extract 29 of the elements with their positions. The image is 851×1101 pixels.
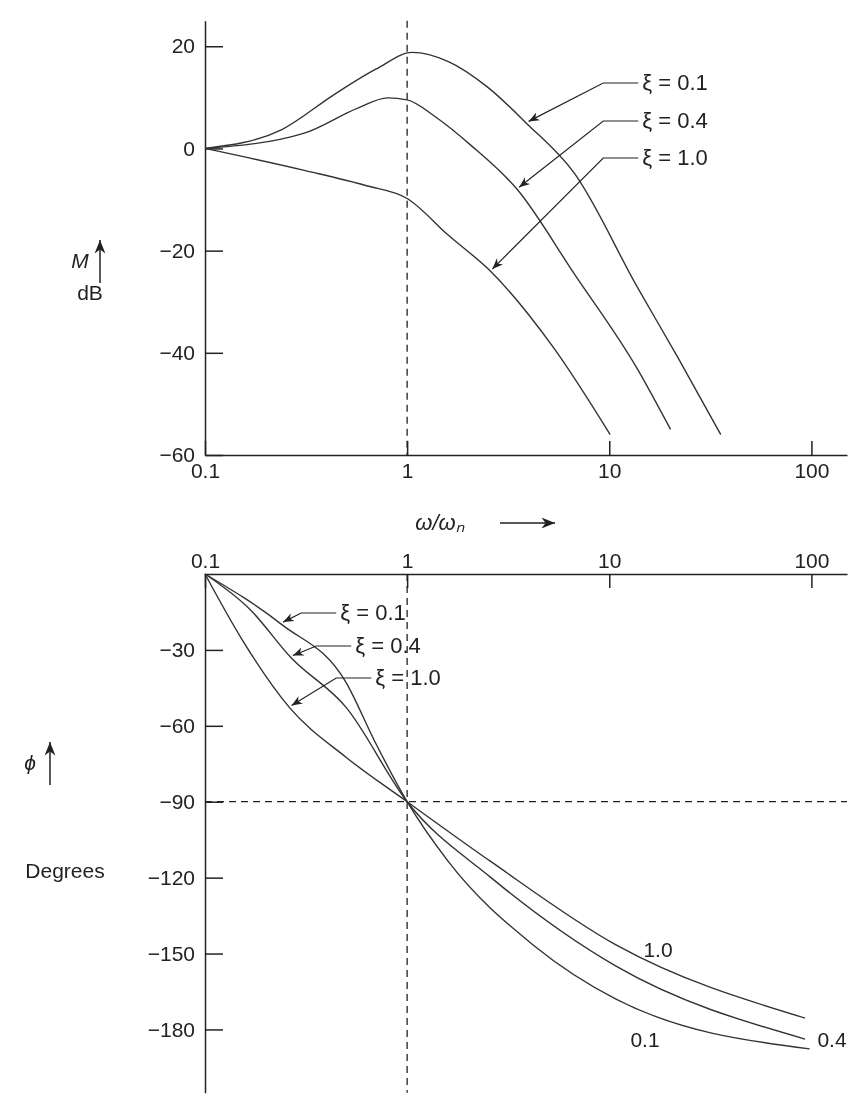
x-tick-label: 10 bbox=[598, 549, 622, 572]
x-tick-label: 1 bbox=[401, 549, 414, 572]
y-tick-label: −180 bbox=[147, 1017, 195, 1041]
annotation: 0.1 bbox=[630, 1028, 660, 1051]
x-tick-label: 10 bbox=[598, 458, 622, 482]
y-tick-label: −40 bbox=[159, 341, 195, 365]
annotation: 0.4 bbox=[817, 1028, 847, 1051]
y-axis-title: M dB bbox=[71, 249, 103, 304]
x-tick-label: 100 bbox=[794, 549, 830, 572]
text: ϕ Degrees bbox=[24, 751, 105, 882]
x-tick-label: 0.1 bbox=[190, 549, 221, 572]
annotation: ξ = 0.4 bbox=[355, 633, 421, 658]
y-tick-label: 20 bbox=[171, 34, 195, 58]
annotation: ξ = 1.0 bbox=[642, 145, 708, 170]
y-tick-label: −90 bbox=[159, 789, 195, 813]
y-tick-label: 0 bbox=[183, 136, 195, 160]
y-tick-label: −20 bbox=[159, 238, 195, 262]
annotation: ξ = 0.1 bbox=[642, 70, 708, 95]
x-tick-label: 1 bbox=[401, 458, 414, 482]
x-axis-title: ω/ωₙ bbox=[415, 510, 465, 535]
y-tick-label: −150 bbox=[147, 941, 195, 965]
y-tick-label: −120 bbox=[147, 865, 195, 889]
annotation: ξ = 0.4 bbox=[642, 108, 708, 133]
annotation: ξ = 1.0 bbox=[375, 665, 441, 690]
y-tick-label: −30 bbox=[159, 638, 195, 662]
annotation: ξ = 0.1 bbox=[340, 600, 406, 625]
x-tick-label: 100 bbox=[794, 458, 830, 482]
annotation: 1.0 bbox=[643, 938, 673, 961]
y-tick-label: −60 bbox=[159, 714, 195, 738]
